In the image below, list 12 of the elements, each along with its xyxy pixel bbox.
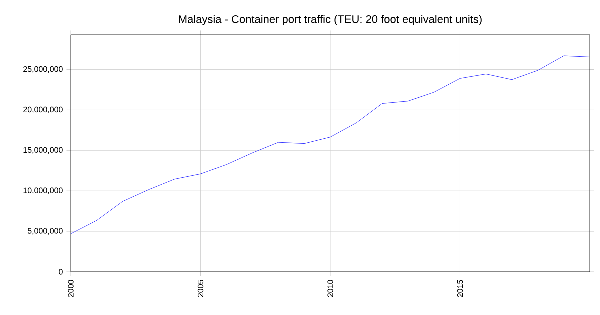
chart-title: Malaysia - Container port traffic (TEU: 20 foot equivalent units) — [179, 15, 482, 26]
y-tick-label: 5,000,000 — [28, 228, 63, 235]
x-tick-label: 2010 — [328, 280, 334, 298]
x-tick-label: 2015 — [457, 280, 464, 298]
y-tick-label: 0 — [59, 269, 63, 275]
x-tick-label: 2000 — [68, 280, 74, 298]
y-tick-label: 10,000,000 — [24, 188, 63, 194]
y-tick-label: 15,000,000 — [24, 147, 63, 154]
y-tick-label: 20,000,000 — [24, 106, 63, 114]
x-tick-label: 2005 — [198, 280, 204, 298]
y-tick-label: 25,000,000 — [24, 66, 63, 74]
line-series — [71, 56, 590, 234]
